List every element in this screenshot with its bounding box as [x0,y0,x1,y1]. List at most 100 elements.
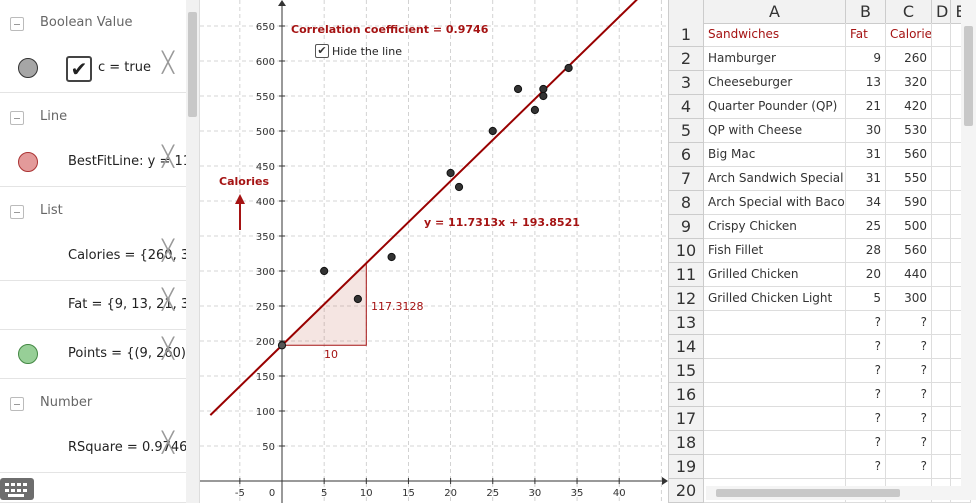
hide-line-checkbox[interactable]: ✔ [315,44,329,58]
algebra-item-text[interactable]: BestFitLine: y = 11 [68,154,186,169]
table-cell[interactable] [704,335,846,359]
row-header[interactable]: 7 [669,167,704,191]
algebra-item-bestfitline[interactable]: BestFitLine: y = 11 ╳ [0,138,186,187]
table-cell[interactable]: 300 [886,287,932,311]
table-cell[interactable] [932,47,951,71]
table-cell[interactable] [704,407,846,431]
table-cell[interactable]: 260 [886,47,932,71]
row-header[interactable]: 6 [669,143,704,167]
visibility-toggle[interactable] [18,344,38,364]
keyboard-icon[interactable] [0,478,34,500]
table-cell[interactable]: Crispy Chicken [704,215,846,239]
spreadsheet-horizontal-scrollbar[interactable] [706,486,976,500]
table-cell[interactable]: Grilled Chicken [704,263,846,287]
row-header[interactable]: 11 [669,263,704,287]
table-cell[interactable] [932,311,951,335]
table-cell[interactable]: ? [886,335,932,359]
table-cell[interactable]: 28 [846,239,886,263]
collapse-icon[interactable] [10,397,24,411]
table-cell[interactable] [704,359,846,383]
group-list[interactable]: List [0,188,186,235]
column-header-a[interactable]: A [704,0,846,24]
table-cell[interactable]: ? [886,431,932,455]
column-header-c[interactable]: C [886,0,932,24]
collapse-icon[interactable] [10,205,24,219]
table-cell[interactable]: 21 [846,95,886,119]
table-cell[interactable]: ? [846,383,886,407]
delete-icon[interactable]: ╳ [162,238,175,262]
table-cell[interactable] [932,71,951,95]
table-cell[interactable]: Quarter Pounder (QP) [704,95,846,119]
scrollbar-thumb[interactable] [188,12,197,117]
delete-icon[interactable]: ╳ [162,50,175,74]
scatter-plot[interactable]: -5 0 5 10 15 20 25 30 35 40 50 100 150 200 250 300 350 40… [200,0,668,503]
table-cell[interactable] [932,287,951,311]
table-cell[interactable]: Big Mac [704,143,846,167]
table-cell[interactable]: ? [886,407,932,431]
table-cell[interactable] [704,383,846,407]
table-cell[interactable]: 9 [846,47,886,71]
table-cell[interactable]: Fish Fillet [704,239,846,263]
table-cell[interactable] [932,359,951,383]
row-header[interactable]: 1 [669,23,704,47]
spreadsheet-view[interactable]: ABCDE1SandwichesFatCalories2Hamburger926… [668,0,976,503]
table-cell[interactable]: ? [846,311,886,335]
delete-icon[interactable]: ╳ [162,336,175,360]
table-cell[interactable]: Cheeseburger [704,71,846,95]
table-cell[interactable] [932,167,951,191]
algebra-item-text[interactable]: c = true [98,60,151,75]
algebra-item-text[interactable]: RSquare = 0.9746 [68,440,186,455]
row-header[interactable]: 15 [669,359,704,383]
row-header[interactable]: 16 [669,383,704,407]
table-cell[interactable] [704,455,846,479]
table-cell[interactable]: ? [846,455,886,479]
table-cell[interactable]: Fat [846,23,886,47]
table-cell[interactable]: ? [886,359,932,383]
column-header-d[interactable]: D [932,0,951,24]
table-cell[interactable]: 440 [886,263,932,287]
table-cell[interactable] [932,431,951,455]
table-cell[interactable]: 560 [886,143,932,167]
row-header[interactable]: 2 [669,47,704,71]
table-cell[interactable]: 320 [886,71,932,95]
table-cell[interactable]: Sandwiches [704,23,846,47]
algebra-item-fat[interactable]: Fat = {9, 13, 21, 3 ╳ [0,281,186,330]
table-cell[interactable]: 5 [846,287,886,311]
table-cell[interactable]: 420 [886,95,932,119]
row-header[interactable]: 4 [669,95,704,119]
row-header[interactable]: 8 [669,191,704,215]
table-cell[interactable] [932,455,951,479]
table-cell[interactable] [932,263,951,287]
table-cell[interactable] [932,215,951,239]
collapse-icon[interactable] [10,111,24,125]
algebra-item-rsquare[interactable]: RSquare = 0.9746 ╳ [0,424,186,473]
delete-icon[interactable]: ╳ [162,287,175,311]
row-header[interactable]: 5 [669,119,704,143]
table-cell[interactable]: Arch Sandwich Special [704,167,846,191]
collapse-icon[interactable] [10,17,24,31]
group-line[interactable]: Line [0,94,186,141]
table-cell[interactable]: Calories [886,23,932,47]
row-header[interactable]: 19 [669,455,704,479]
algebra-item-text[interactable]: Calories = {260, 32 [68,248,186,263]
table-cell[interactable]: Arch Special with Bacon [704,191,846,215]
table-cell[interactable] [932,383,951,407]
table-cell[interactable]: QP with Cheese [704,119,846,143]
row-header[interactable]: 17 [669,407,704,431]
row-header[interactable]: 10 [669,239,704,263]
table-cell[interactable] [932,239,951,263]
corner-header[interactable] [669,0,704,24]
table-cell[interactable]: 30 [846,119,886,143]
delete-icon[interactable]: ╳ [162,144,175,168]
boolean-checkbox[interactable]: ✔ [66,56,92,82]
table-cell[interactable]: Hamburger [704,47,846,71]
table-cell[interactable]: ? [886,383,932,407]
group-boolean-value[interactable]: Boolean Value [0,0,186,47]
table-cell[interactable] [704,311,846,335]
table-cell[interactable]: ? [846,359,886,383]
row-header[interactable]: 18 [669,431,704,455]
column-header-b[interactable]: B [846,0,886,24]
table-cell[interactable] [704,431,846,455]
visibility-toggle[interactable] [18,152,38,172]
group-number[interactable]: Number [0,380,186,427]
